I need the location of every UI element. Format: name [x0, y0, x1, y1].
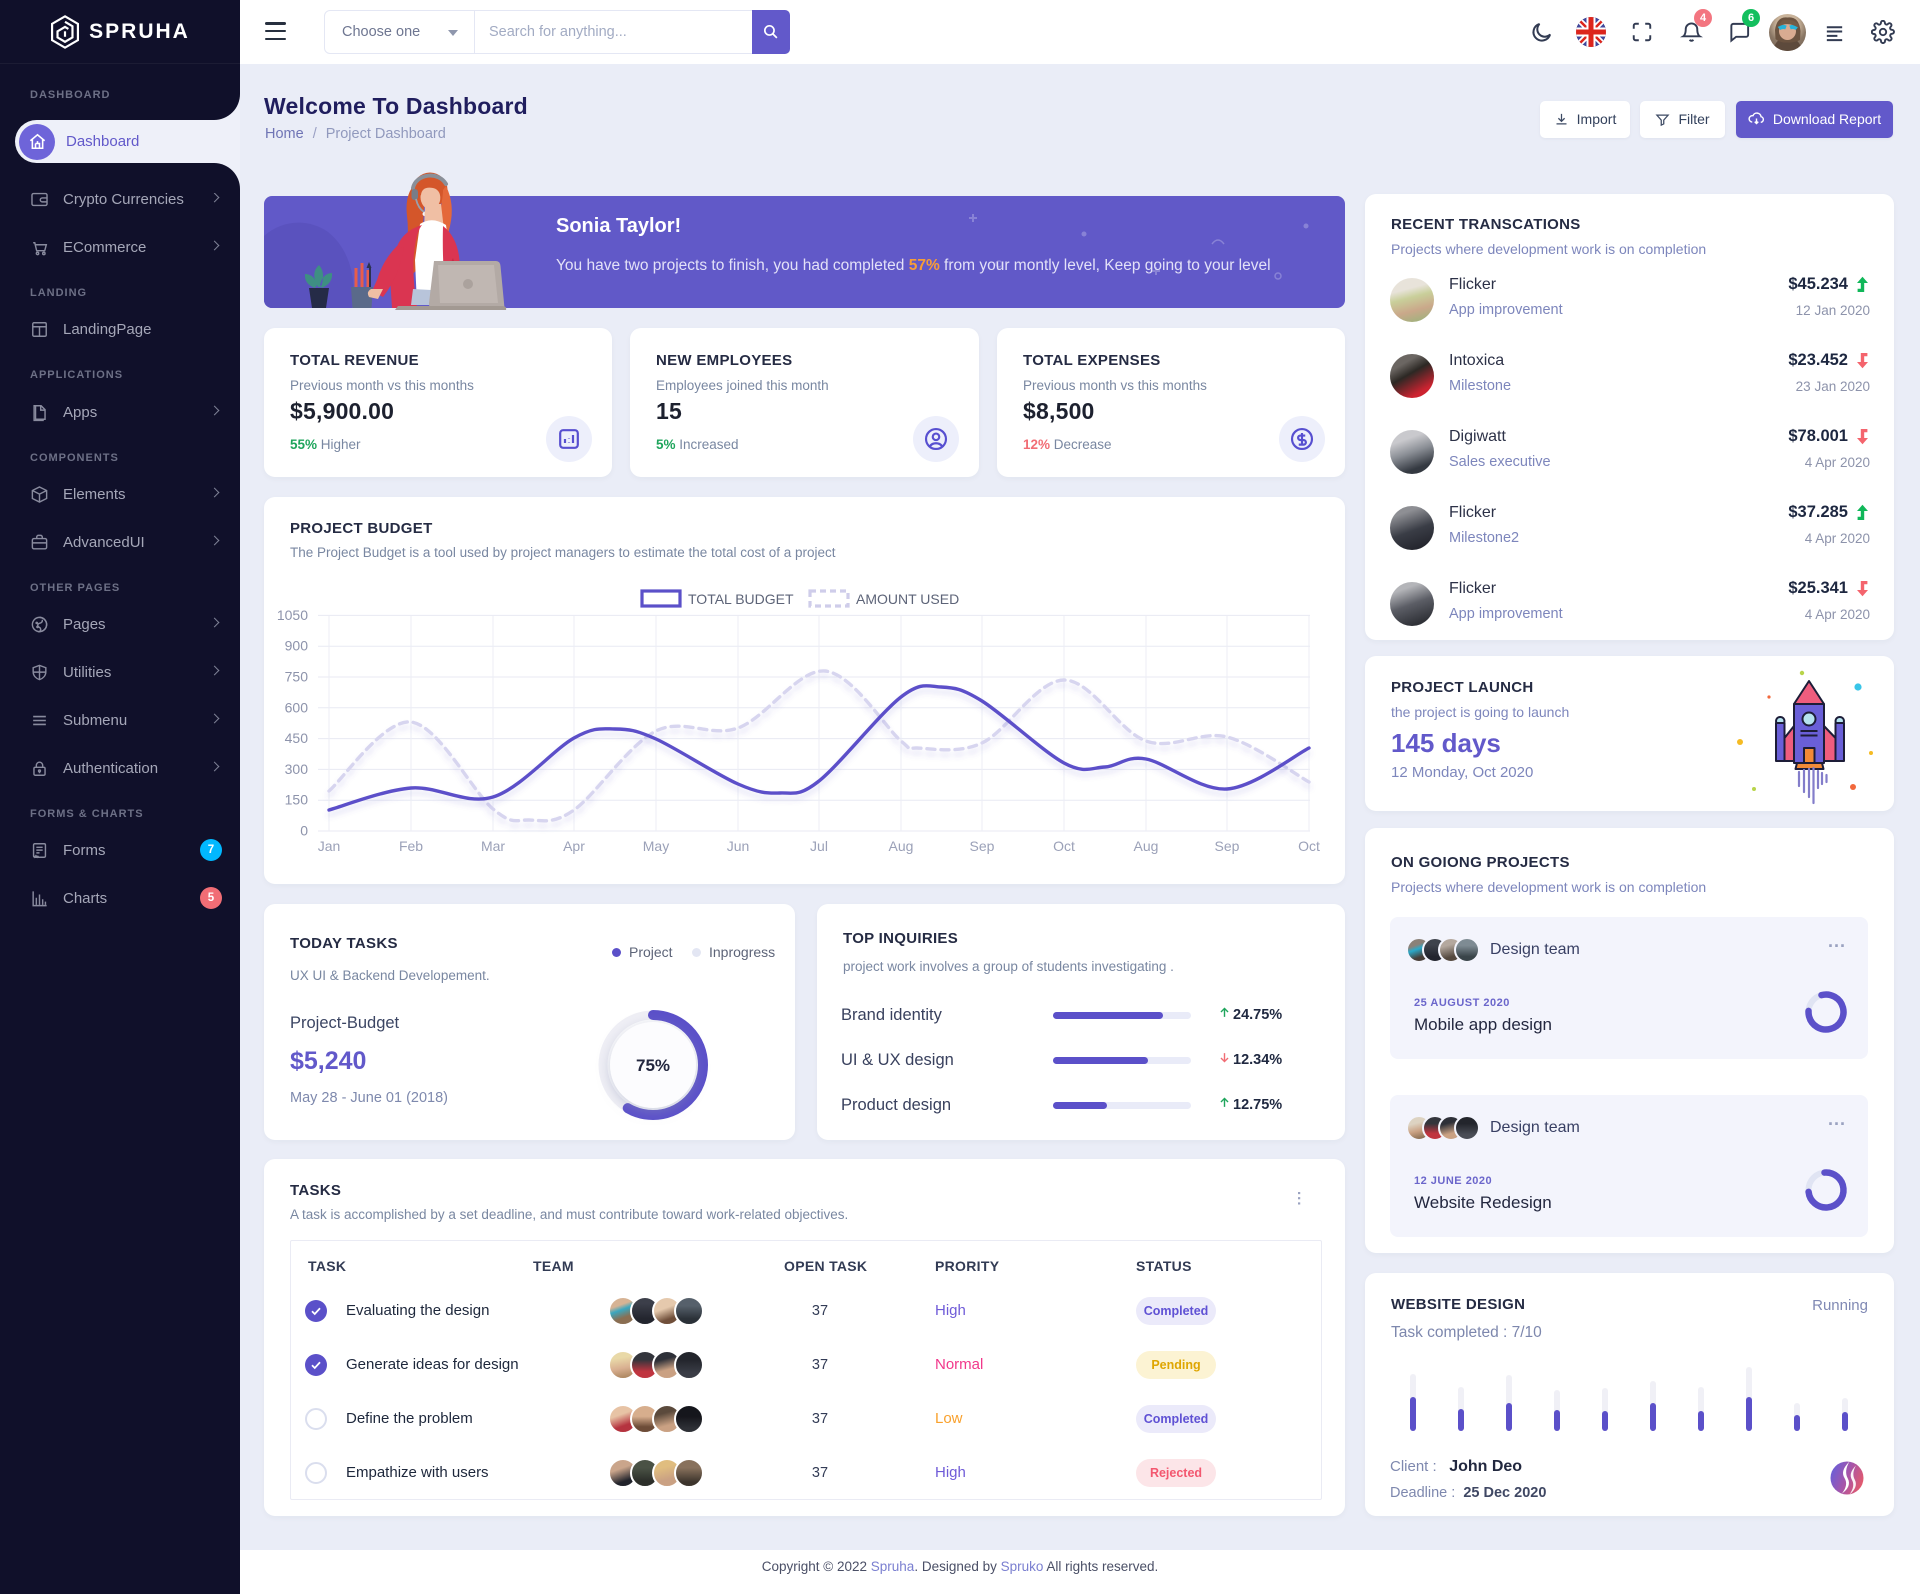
svg-text:0: 0 — [300, 823, 308, 839]
svg-text:Jul: Jul — [810, 838, 828, 854]
svg-text:Jun: Jun — [727, 838, 750, 854]
svg-text:AMOUNT USED: AMOUNT USED — [856, 591, 959, 607]
svg-text:Aug: Aug — [889, 838, 914, 854]
svg-text:300: 300 — [285, 761, 309, 777]
svg-text:600: 600 — [285, 699, 309, 715]
svg-text:Oct: Oct — [1298, 838, 1320, 854]
svg-text:150: 150 — [285, 792, 309, 808]
svg-text:Mar: Mar — [481, 838, 505, 854]
svg-text:Jan: Jan — [318, 838, 341, 854]
svg-text:750: 750 — [285, 669, 309, 685]
svg-text:900: 900 — [285, 638, 309, 654]
svg-text:1050: 1050 — [277, 607, 308, 623]
svg-text:Aug: Aug — [1134, 838, 1159, 854]
svg-text:75%: 75% — [636, 1056, 670, 1075]
svg-text:Oct: Oct — [1053, 838, 1075, 854]
svg-text:TOTAL BUDGET: TOTAL BUDGET — [688, 591, 794, 607]
svg-text:May: May — [643, 838, 669, 854]
svg-text:Sep: Sep — [1215, 838, 1240, 854]
svg-text:450: 450 — [285, 730, 309, 746]
svg-text:Feb: Feb — [399, 838, 423, 854]
svg-text:Sep: Sep — [970, 838, 995, 854]
svg-text:Apr: Apr — [563, 838, 585, 854]
